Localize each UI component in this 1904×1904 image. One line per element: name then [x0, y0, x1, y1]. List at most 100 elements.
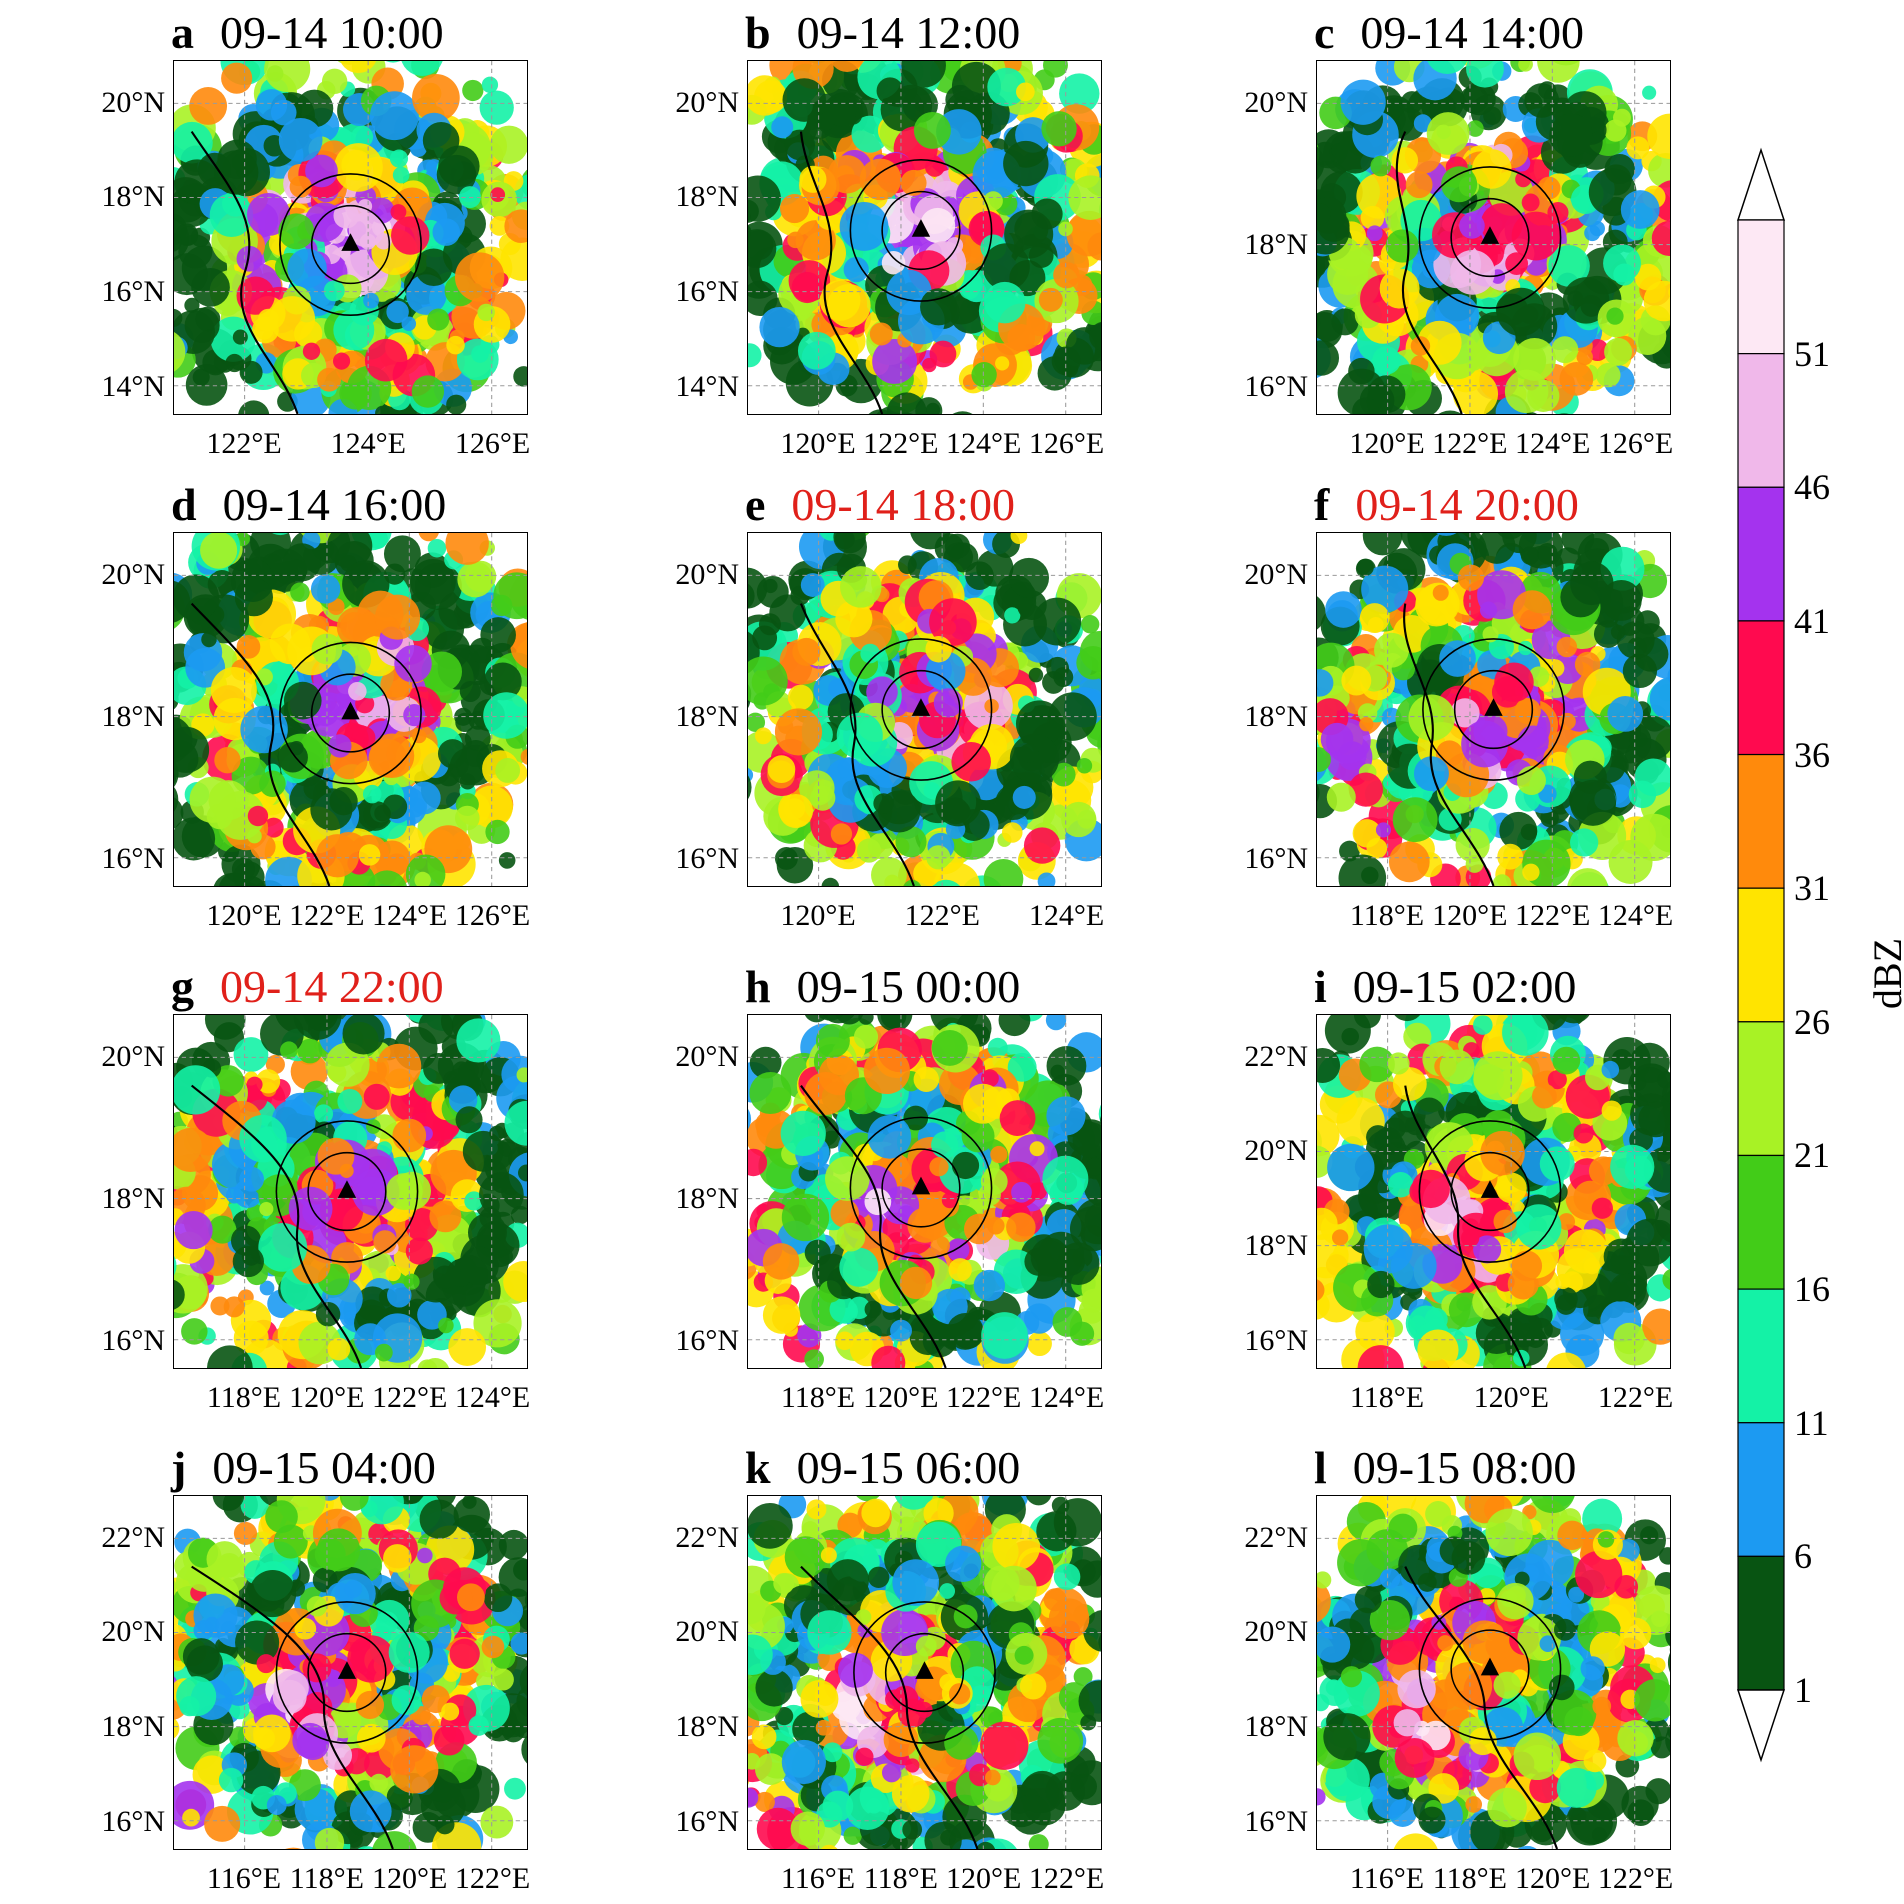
panel-time: 09-14 14:00 — [1360, 7, 1585, 58]
echo-cell — [321, 68, 348, 95]
echo-cell — [1387, 1172, 1414, 1198]
echo-cell — [389, 149, 409, 168]
echo-cell — [922, 357, 937, 373]
echo-cell — [856, 838, 882, 863]
lon-tick-label: 120°E — [863, 1381, 939, 1414]
lon-tick-label: 124°E — [1514, 427, 1591, 460]
echo-cell — [239, 1114, 287, 1163]
echo-cell — [1037, 872, 1056, 886]
echo-cell — [495, 758, 521, 783]
range-ring — [1450, 197, 1530, 278]
panel-time: 09-14 20:00 — [1355, 479, 1579, 530]
echo-cell — [1053, 261, 1080, 289]
lat-tick-label: 16°N — [675, 841, 739, 875]
echo-cell — [234, 578, 273, 617]
echo-cell — [748, 1108, 752, 1130]
radar-map — [173, 60, 528, 415]
panel-time: 09-15 02:00 — [1352, 961, 1577, 1012]
echo-cell — [1325, 591, 1362, 628]
echo-cell — [960, 269, 993, 303]
echo-cell — [201, 631, 217, 648]
lat-tick-label: 18°N — [675, 1181, 739, 1215]
lat-tick-label: 18°N — [1244, 227, 1308, 261]
echo-cell — [200, 533, 238, 569]
echo-cell — [1356, 558, 1374, 577]
lon-tick-label: 124°E — [371, 899, 448, 932]
range-rings — [849, 159, 993, 302]
lat-tick-label: 18°N — [101, 1181, 165, 1215]
echo-cell — [504, 209, 527, 243]
echo-cell — [1080, 615, 1100, 634]
echo-cell — [890, 1319, 912, 1342]
echo-cell — [315, 1301, 341, 1327]
echo-cell — [946, 1313, 984, 1350]
panel-title: a 09-14 10:00 — [171, 10, 444, 56]
echo-cell — [288, 1186, 333, 1231]
echo-cell — [481, 76, 499, 93]
echo-cell — [748, 175, 781, 222]
echo-cell — [792, 637, 821, 666]
range-ring — [881, 190, 961, 271]
echo-cell — [412, 74, 460, 122]
echo-cell — [748, 229, 777, 269]
echo-cell — [459, 1246, 499, 1286]
echo-cell — [259, 1201, 274, 1217]
echo-cell — [748, 775, 752, 800]
typhoon-eye-marker — [911, 1176, 931, 1195]
echo-cell — [847, 1296, 871, 1320]
echo-cell — [830, 1199, 859, 1228]
echo-cell — [1457, 564, 1485, 591]
echo-cell — [328, 734, 352, 758]
echo-cell — [1317, 1279, 1325, 1301]
echo-cell — [1452, 371, 1499, 414]
echo-cell — [277, 742, 308, 773]
echo-cell — [769, 594, 807, 632]
echo-cell — [283, 681, 322, 720]
echo-cell — [1317, 783, 1320, 802]
echo-cell — [1610, 1281, 1631, 1302]
echo-cell — [1497, 843, 1524, 870]
typhoon-eye-marker — [337, 1180, 357, 1198]
echo-cell — [414, 871, 431, 886]
echo-cell — [748, 567, 768, 609]
echo-cell — [310, 788, 353, 831]
echo-cell — [238, 400, 270, 414]
echo-cell — [1076, 758, 1093, 774]
echo-cell — [403, 703, 426, 727]
echo-cell — [446, 335, 465, 355]
range-rings — [849, 638, 993, 781]
echo-cell — [477, 303, 495, 322]
echo-cell — [804, 1015, 829, 1023]
echo-cell — [1366, 1125, 1390, 1149]
echo-cell — [1041, 111, 1077, 147]
echo-cell — [174, 121, 213, 164]
echo-cell — [900, 169, 927, 196]
range-ring — [1453, 669, 1534, 750]
echo-cell — [401, 61, 443, 76]
echo-cell — [429, 1200, 462, 1233]
echo-cell — [1512, 590, 1552, 630]
echo-cell — [830, 823, 853, 845]
echo-cell — [1569, 779, 1617, 826]
echo-cell — [206, 1345, 253, 1368]
echo-cell — [898, 555, 917, 575]
echo-cell — [1643, 280, 1670, 322]
lat-tick-label: 14°N — [675, 369, 739, 403]
echo-cell — [835, 1331, 854, 1351]
range-rings — [279, 173, 422, 316]
panel-title: b 09-14 12:00 — [745, 10, 1020, 56]
echo-cell — [1069, 1321, 1095, 1346]
echo-cell — [358, 844, 381, 866]
echo-cell — [181, 1318, 208, 1345]
lon-tick-label: 120°E — [1349, 427, 1425, 460]
echo-cell — [174, 331, 186, 372]
echo-cell — [983, 191, 1003, 211]
echo-cell — [269, 296, 316, 342]
radar-map — [747, 1014, 1102, 1369]
echo-cell — [456, 1018, 501, 1063]
echo-cell — [961, 1119, 995, 1153]
echo-cell — [1038, 287, 1063, 312]
range-ring — [1418, 166, 1562, 309]
coastline — [799, 603, 915, 886]
echo-cell — [1520, 546, 1540, 565]
